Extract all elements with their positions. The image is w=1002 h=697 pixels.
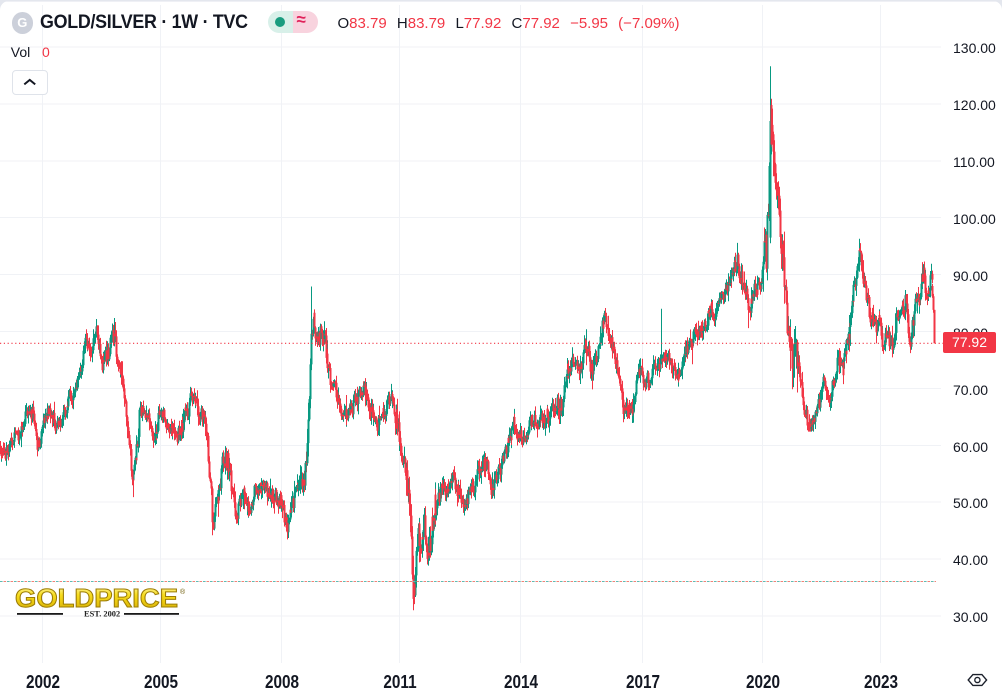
svg-text:GOLDPRICE: GOLDPRICE — [15, 585, 178, 613]
svg-text:®: ® — [180, 588, 186, 596]
svg-text:EST. 2002: EST. 2002 — [84, 610, 120, 619]
